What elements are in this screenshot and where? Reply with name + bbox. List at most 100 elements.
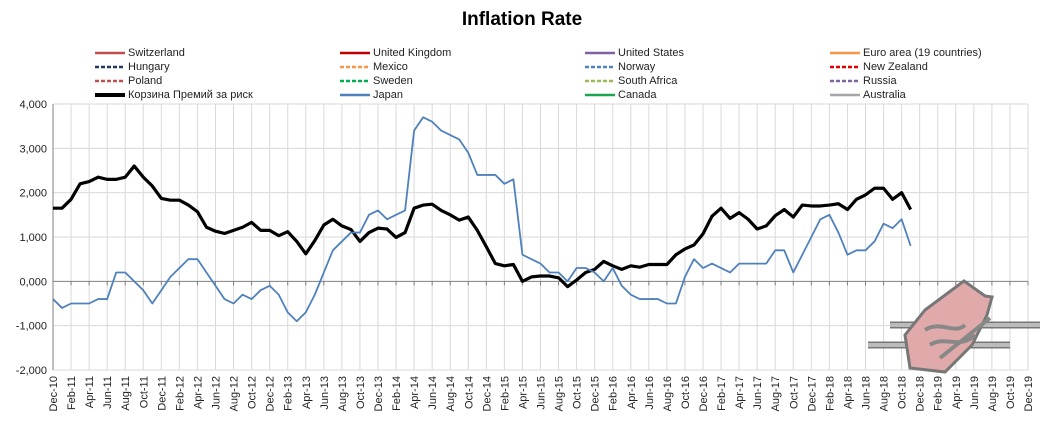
legend-swatch	[340, 79, 370, 83]
legend-item: Hungary	[95, 60, 340, 74]
legend-label: Sweden	[373, 75, 413, 87]
x-tick-label: Dec-18	[915, 376, 927, 411]
legend-swatch	[95, 51, 125, 55]
x-tick-label: Oct-14	[463, 376, 475, 409]
legend-label: Hungary	[128, 61, 170, 73]
legend-swatch	[585, 93, 615, 97]
legend-swatch	[830, 65, 860, 69]
x-tick-label: Apr-11	[84, 376, 96, 408]
x-tick-label: Oct-17	[788, 376, 800, 409]
x-tick-label: Apr-15	[517, 376, 529, 409]
x-tick-label: Feb-15	[499, 376, 511, 411]
series-line-japan	[52, 116, 912, 323]
legend-item: United Kingdom	[340, 46, 585, 60]
legend-swatch	[585, 65, 615, 69]
x-tick-label: Oct-19	[1005, 376, 1017, 409]
x-tick-label: Dec-14	[481, 376, 493, 411]
x-tick-label: Jun-17	[752, 376, 764, 410]
legend-label: Norway	[618, 61, 656, 73]
x-tick-label: Apr-19	[951, 376, 963, 409]
legend-swatch	[340, 65, 370, 69]
legend-swatch	[585, 51, 615, 55]
legend-item: Mexico	[340, 60, 585, 74]
x-tick-label: Jun-13	[319, 376, 331, 410]
x-tick-label: Dec-19	[1023, 376, 1035, 411]
x-tick-label: Oct-16	[680, 376, 692, 409]
legend-swatch	[340, 93, 370, 97]
x-tick-label: Apr-12	[192, 376, 204, 409]
x-tick-label: Aug-17	[770, 376, 782, 411]
x-tick-label: Oct-15	[572, 376, 584, 409]
x-tick-label: Aug-14	[445, 376, 457, 411]
y-tick-label: 0,000	[19, 276, 47, 288]
chart-title: Inflation Rate	[461, 9, 583, 30]
x-tick-label: Apr-18	[842, 376, 854, 409]
x-tick-label: Feb-14	[391, 376, 403, 411]
x-tick-label: Dec-12	[265, 376, 277, 411]
x-tick-label: Oct-12	[247, 376, 259, 409]
x-tick-label: Feb-18	[824, 376, 836, 411]
legend-swatch	[95, 79, 125, 83]
x-tick-label: Apr-17	[734, 376, 746, 409]
legend-swatch	[95, 93, 125, 97]
legend-label: Switzerland	[128, 47, 185, 59]
x-tick-label: Jun-19	[969, 376, 981, 410]
x-tick-label: Aug-18	[879, 376, 891, 411]
logo-watermark	[868, 279, 1040, 374]
legend-label: Poland	[128, 75, 163, 87]
legend-item: Australia	[830, 88, 1035, 102]
x-tick-label: Dec-11	[156, 376, 168, 411]
legend-item: Russia	[830, 74, 1035, 88]
x-tick-label: Dec-13	[373, 376, 385, 411]
series-line-risk-premium-basket	[53, 164, 913, 289]
legend-label: United Kingdom	[373, 47, 452, 59]
x-tick-label: Jun-12	[211, 376, 223, 410]
legend-label: Russia	[863, 75, 897, 87]
legend-swatch	[340, 51, 370, 55]
legend-swatch	[95, 65, 125, 69]
legend-item: United States	[585, 46, 830, 60]
x-tick-label: Jun-11	[102, 376, 114, 409]
legend-item: Корзина Премий за риск	[95, 88, 340, 102]
x-tick-label: Dec-10	[48, 376, 60, 411]
x-tick-label: Aug-19	[987, 376, 999, 411]
legend-label: Japan	[373, 89, 403, 101]
legend-item: Poland	[95, 74, 340, 88]
y-tick-label: -1,000	[16, 321, 47, 333]
legend-label: Корзина Премий за риск	[128, 89, 253, 101]
x-tick-label: Dec-15	[590, 376, 602, 411]
legend-item: South Africa	[585, 74, 830, 88]
x-tick-label: Oct-18	[897, 376, 909, 409]
x-tick-label: Aug-11	[120, 376, 132, 411]
x-tick-label: Aug-12	[229, 376, 241, 411]
legend-item: Japan	[340, 88, 585, 102]
legend-swatch	[830, 51, 860, 55]
x-tick-label: Jun-18	[861, 376, 873, 410]
x-tick-label: Dec-17	[806, 376, 818, 411]
y-tick-label: 2,000	[19, 188, 47, 200]
x-tick-label: Aug-16	[662, 376, 674, 411]
legend-item: Norway	[585, 60, 830, 74]
legend-item: Sweden	[340, 74, 585, 88]
legend-item: Canada	[585, 88, 830, 102]
x-tick-label: Apr-16	[626, 376, 638, 409]
legend-swatch	[830, 79, 860, 83]
legend-item: New Zealand	[830, 60, 1035, 74]
x-tick-label: Jun-16	[644, 376, 656, 410]
legend: Switzerland United Kingdom United States Eu…	[95, 46, 1035, 102]
x-tick-label: Feb-13	[283, 376, 295, 411]
x-tick-label: Feb-19	[933, 376, 945, 411]
legend-item: Euro area (19 countries)	[830, 46, 1035, 60]
legend-item: Switzerland	[95, 46, 340, 60]
x-tick-label: Aug-15	[554, 376, 566, 411]
legend-label: Australia	[863, 89, 906, 101]
y-tick-label: 1,000	[19, 232, 47, 244]
legend-label: Euro area (19 countries)	[863, 47, 982, 59]
x-tick-label: Aug-13	[337, 376, 349, 411]
y-tick-label: 3,000	[19, 143, 47, 155]
y-tick-label: -2,000	[16, 365, 47, 377]
legend-label: New Zealand	[863, 61, 928, 73]
legend-swatch	[830, 93, 860, 97]
x-tick-label: Oct-11	[138, 376, 150, 408]
